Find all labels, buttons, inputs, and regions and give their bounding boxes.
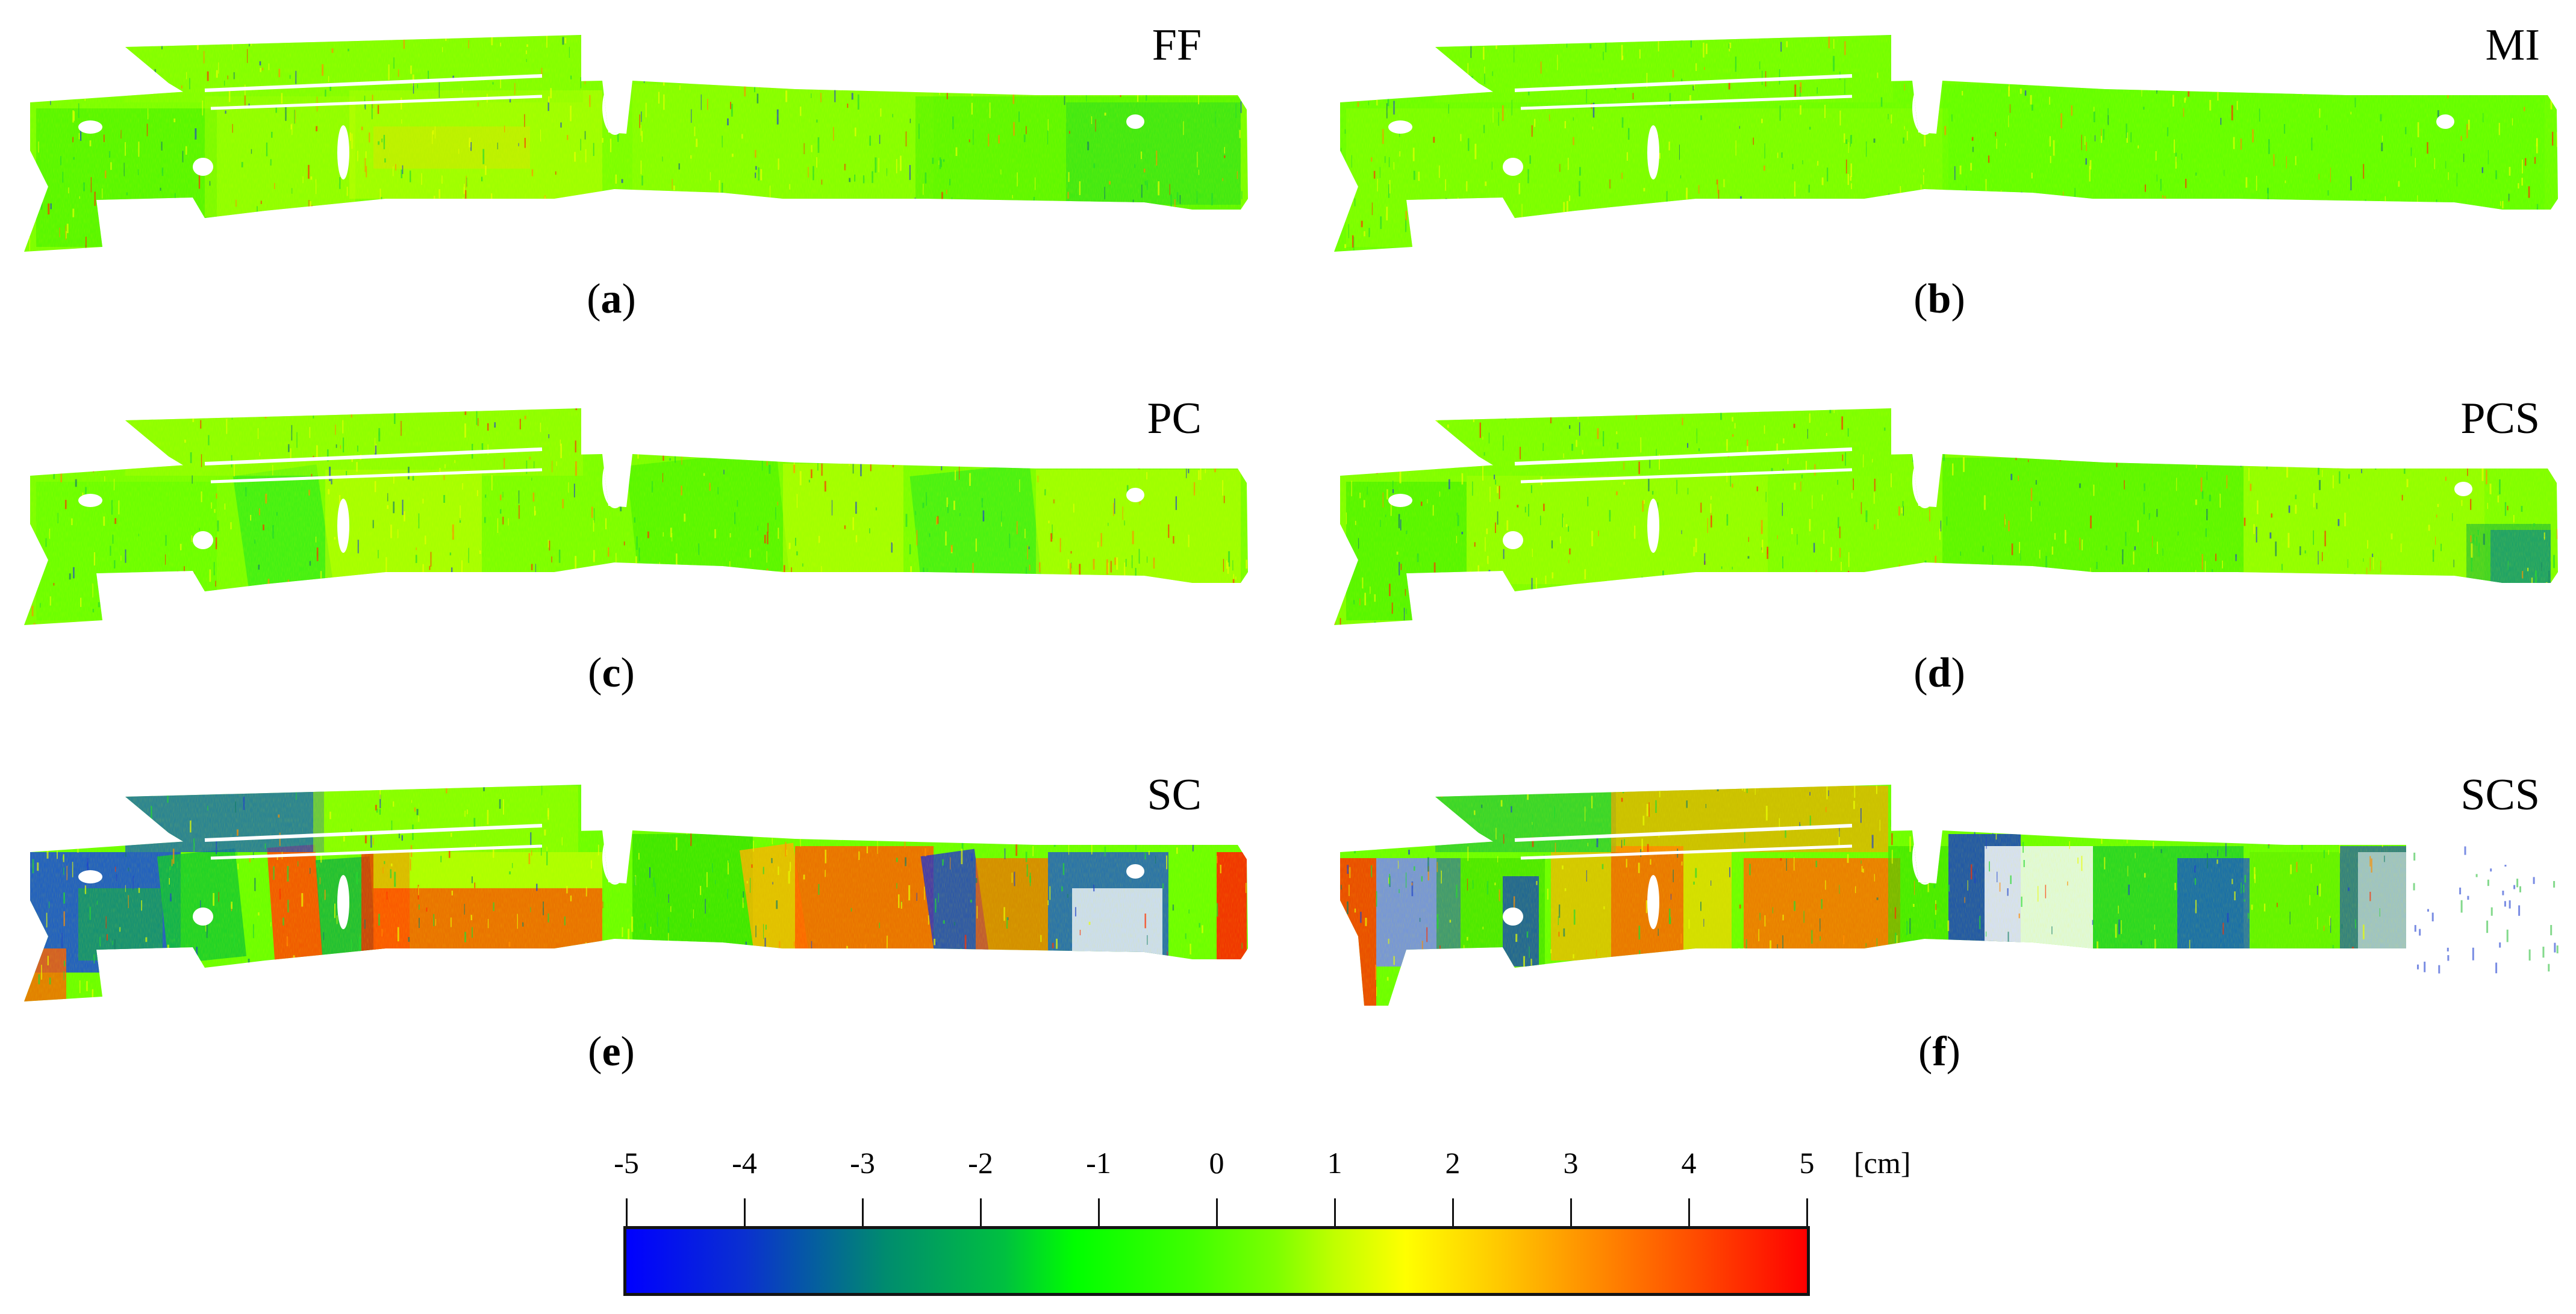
deviation-map-panel-e: SC: [12, 768, 1253, 1021]
colorbar-tick-label: 1: [1327, 1146, 1343, 1180]
colorbar-tick-mark: [1570, 1198, 1572, 1227]
colorbar-tick-label: -3: [850, 1146, 875, 1180]
colorbar-tick-label: -1: [1086, 1146, 1111, 1180]
method-label: PC: [1147, 394, 1202, 443]
deviation-map-panel-d: PCS: [1322, 391, 2563, 644]
subfigure-letter: c: [602, 650, 621, 696]
colorbar-tick-mark: [1688, 1198, 1690, 1227]
deviation-map-panel-c: PC: [12, 391, 1253, 644]
subfigure-letter: b: [1927, 276, 1951, 322]
colorbar-tick-mark: [1806, 1198, 1808, 1227]
subfigure-caption: (e): [588, 1029, 635, 1075]
deviation-map-panel-a: FF: [12, 18, 1253, 271]
subfigure-caption: (b): [1913, 276, 1965, 322]
colorbar-tick-mark: [1452, 1198, 1454, 1227]
colorbar-tick-mark: [1216, 1198, 1218, 1227]
colorbar-tick-label: -4: [732, 1146, 757, 1180]
colorbar-tick-label: 3: [1563, 1146, 1579, 1180]
point-cloud-heatmap: [1334, 408, 2558, 625]
subfigure-letter: d: [1927, 650, 1951, 696]
colorbar-tick-mark: [744, 1198, 746, 1227]
colorbar-tick-mark: [1334, 1198, 1336, 1227]
colorbar-gradient: [623, 1226, 1810, 1296]
colorbar-tick-mark: [626, 1198, 628, 1227]
point-cloud-heatmap: [24, 785, 1248, 1001]
subfigure-letter: a: [600, 276, 622, 322]
subfigure-caption: (d): [1913, 650, 1965, 696]
point-cloud-heatmap: [1340, 785, 2559, 1006]
method-label: PCS: [2460, 394, 2540, 443]
subfigure-letter: e: [602, 1029, 621, 1075]
colorbar-tick-label: -5: [614, 1146, 639, 1180]
subfigure-caption: (a): [587, 276, 636, 322]
method-label: MI: [2485, 20, 2540, 70]
point-cloud-heatmap: [24, 35, 1248, 252]
deviation-map-panel-b: MI: [1322, 18, 2563, 271]
colorbar-tick-label: 5: [1799, 1146, 1815, 1180]
colorbar-tick-mark: [1098, 1198, 1100, 1227]
method-label: SC: [1147, 770, 1202, 820]
colorbar-unit-label: [cm]: [1854, 1146, 1911, 1180]
subfigure-caption: (f): [1918, 1029, 1960, 1075]
point-cloud-heatmap: [24, 408, 1248, 625]
method-label: SCS: [2460, 770, 2540, 820]
colorbar-tick-mark: [862, 1198, 864, 1227]
colorbar-tick-mark: [980, 1198, 982, 1227]
subfigure-caption: (c): [588, 650, 635, 696]
colorbar-tick-label: 2: [1445, 1146, 1461, 1180]
subfigure-letter: f: [1932, 1029, 1947, 1075]
colorbar-tick-label: 4: [1681, 1146, 1697, 1180]
method-label: FF: [1152, 20, 1202, 70]
point-cloud-heatmap: [1334, 35, 2558, 252]
colorbar-tick-label: 0: [1209, 1146, 1224, 1180]
deviation-map-panel-f: SCS: [1322, 768, 2563, 1021]
colorbar-tick-label: -2: [968, 1146, 993, 1180]
